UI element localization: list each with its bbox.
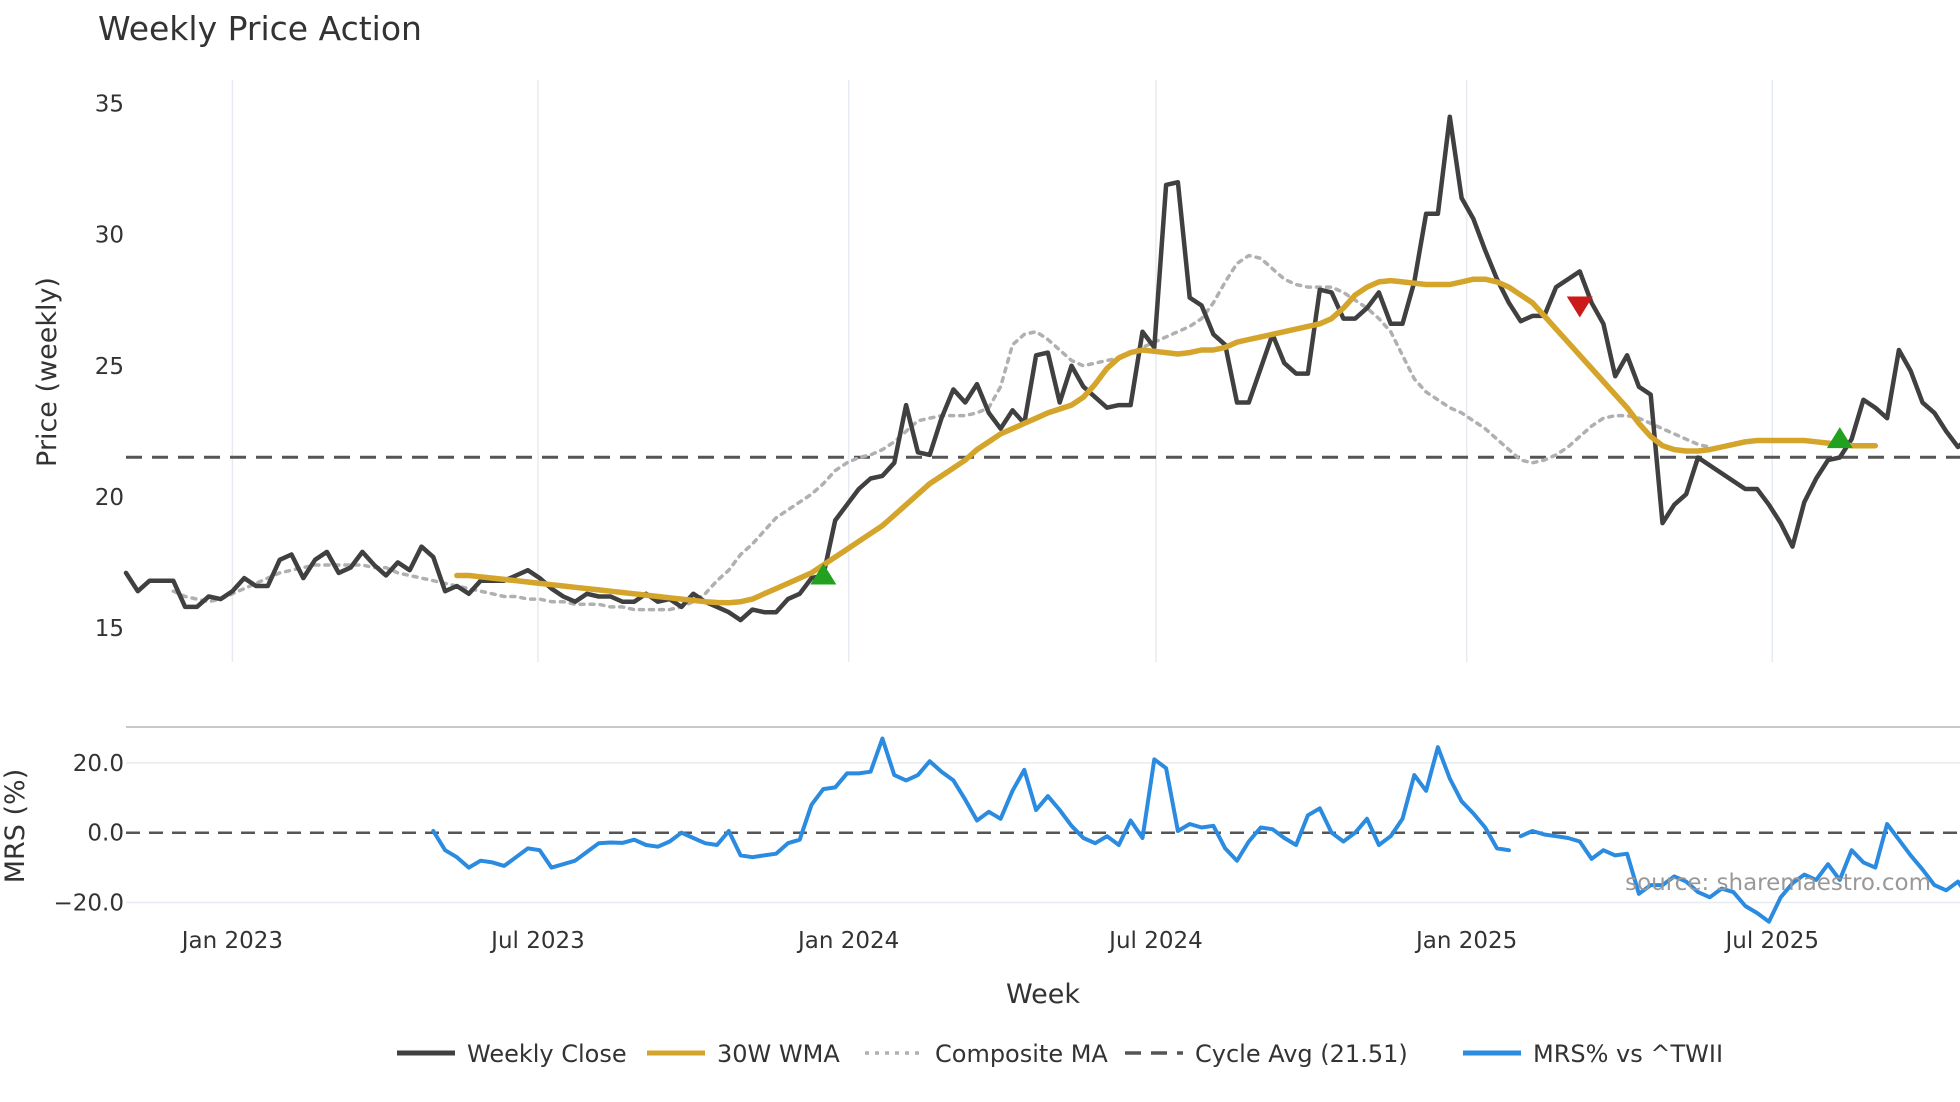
price-gridlines (231, 80, 1774, 662)
price-y-ticks: 15 20 25 30 35 (95, 92, 124, 642)
buy-signal-marker (1826, 427, 1853, 449)
legend-item: Composite MA (865, 1040, 1108, 1068)
wma30-line (454, 276, 1879, 606)
price-series-group (123, 114, 1960, 623)
mrs-series-group (431, 736, 1960, 924)
price-axis-title: Price (weekly) (32, 277, 63, 467)
legend-item: Weekly Close (397, 1040, 627, 1068)
legend-item: 30W WMA (647, 1040, 840, 1068)
legend-label: Weekly Close (467, 1040, 627, 1068)
legend-label: Composite MA (935, 1040, 1108, 1068)
mrs-y-ticks: 20.0 0.0 −20.0 (54, 751, 124, 917)
price-y-tick-label: 30 (95, 223, 124, 249)
chart-title: Weekly Price Action (98, 9, 422, 48)
x-axis-title: Week (1006, 979, 1080, 1010)
mrs-gridlines (126, 762, 1960, 904)
weekly-close-line (123, 114, 1960, 623)
x-ticks: Jan 2023 Jul 2023 Jan 2024 Jul 2024 Jan 2025… (180, 928, 1819, 954)
x-tick-label: Jan 2025 (1414, 928, 1517, 954)
sell-signal-marker (1566, 296, 1593, 318)
x-tick-label: Jul 2024 (1107, 928, 1203, 954)
price-y-tick-label: 20 (95, 485, 124, 511)
source-label: source: sharemaestro.com (1625, 870, 1931, 896)
x-tick-label: Jul 2023 (489, 928, 585, 954)
price-y-tick-label: 35 (95, 92, 124, 118)
legend-label: Cycle Avg (21.51) (1195, 1040, 1408, 1068)
mrs-line-segment (431, 736, 1511, 870)
composite-ma-line (171, 253, 1712, 612)
mrs-y-tick-label: 20.0 (73, 751, 124, 777)
legend-item: Cycle Avg (21.51) (1125, 1040, 1408, 1068)
mrs-axis-title: MRS (%) (0, 769, 31, 884)
legend-item: MRS% vs ^TWII (1463, 1040, 1723, 1068)
price-y-tick-label: 25 (95, 354, 124, 380)
legend-label: 30W WMA (717, 1040, 840, 1068)
price-y-tick-label: 15 (95, 616, 124, 642)
signal-markers (810, 296, 1853, 585)
mrs-y-tick-label: −20.0 (54, 891, 124, 917)
mrs-y-tick-label: 0.0 (87, 821, 124, 847)
legend-label: MRS% vs ^TWII (1533, 1040, 1723, 1068)
buy-signal-marker (810, 563, 837, 585)
mrs-line-segment (1518, 822, 1960, 924)
x-tick-label: Jul 2025 (1723, 928, 1819, 954)
legend: Weekly Close 30W WMA Composite MA Cycle Avg… (397, 1040, 1723, 1068)
x-tick-label: Jan 2024 (796, 928, 899, 954)
x-tick-label: Jan 2023 (180, 928, 283, 954)
